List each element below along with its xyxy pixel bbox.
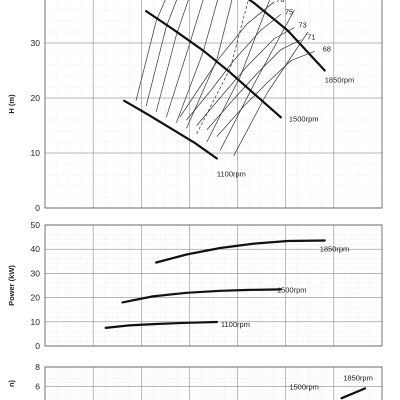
curve-label-76: 76 <box>276 0 284 4</box>
y-tick-label: 30 <box>31 268 41 278</box>
curve-label-1850rpm: 1850rpm <box>343 374 373 383</box>
y-axis-label: Power (kW) <box>7 265 16 306</box>
plot-frame <box>44 0 383 209</box>
y-axis-label: n) <box>7 379 16 387</box>
y-tick-label: 0 <box>35 203 40 213</box>
efficiency-line <box>233 31 309 156</box>
y-tick-label: 50 <box>31 220 41 230</box>
curve-label-1500rpm: 1500rpm <box>277 285 307 294</box>
series-1100rpm <box>123 99 218 160</box>
y-tick-label: 8 <box>35 362 40 372</box>
series-1500rpm <box>121 288 282 304</box>
plot-frame <box>44 224 383 347</box>
y-tick-label: 20 <box>31 93 41 103</box>
y-axis-label: H (m) <box>7 94 16 114</box>
curve-label-1500rpm: 1500rpm <box>289 114 319 123</box>
curve-label-1100rpm: 1100rpm <box>217 170 246 179</box>
y-tick-label: 30 <box>31 38 41 48</box>
efficiency-curve-76 <box>179 1 275 118</box>
efficiency-line <box>219 9 295 151</box>
efficiency-curve-68 <box>216 50 315 137</box>
series-1850rpm <box>340 387 367 400</box>
curve-label-1100rpm: 1100rpm <box>221 320 250 329</box>
curve-label-1500rpm: 1500rpm <box>289 382 319 391</box>
series-1850rpm <box>247 0 326 72</box>
efficiency-curve-73 <box>196 27 295 126</box>
y-tick-label: 20 <box>31 293 41 303</box>
series-1100rpm <box>104 320 218 329</box>
efficiency-curve-75 <box>186 14 282 121</box>
plot-frame <box>44 366 383 400</box>
curve-label-68: 68 <box>323 44 331 53</box>
y-tick-label: 6 <box>35 382 40 392</box>
curve-label-1850rpm: 1850rpm <box>320 244 350 253</box>
y-tick-label: 40 <box>31 244 41 254</box>
y-tick-label: 10 <box>31 148 41 158</box>
curve-label-1850rpm: 1850rpm <box>325 76 355 85</box>
series-1850rpm <box>155 239 326 264</box>
efficiency-line <box>135 0 166 101</box>
curve-label-75: 75 <box>285 7 293 16</box>
series-1500rpm <box>145 10 282 119</box>
efficiency-line <box>186 0 233 129</box>
y-tick-label: 0 <box>35 341 40 351</box>
efficiency-line <box>155 0 189 112</box>
efficiency-line <box>206 0 270 143</box>
efficiency-line <box>165 0 204 118</box>
efficiency-curve-71 <box>206 39 302 131</box>
curve-label-71: 71 <box>307 33 315 42</box>
y-tick-label: 10 <box>31 317 41 327</box>
efficiency-line <box>145 0 178 107</box>
curve-label-73: 73 <box>298 21 306 30</box>
